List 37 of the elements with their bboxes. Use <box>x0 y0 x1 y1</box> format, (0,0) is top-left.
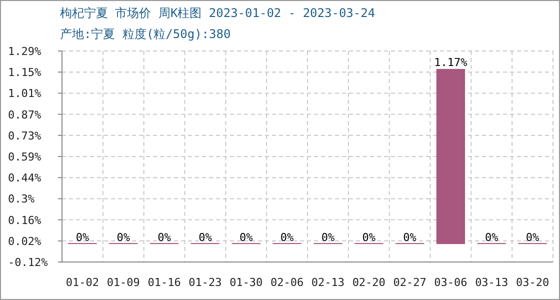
chart-subtitle: 产地:宁夏 粒度(粒/50g):380 <box>60 27 231 41</box>
x-tick-label: 02-06 <box>270 276 304 289</box>
data-label: 0% <box>116 231 130 244</box>
data-label: 0% <box>76 231 90 244</box>
y-tick-label: 1.29% <box>8 45 42 58</box>
x-tick-label: 03-20 <box>516 276 550 289</box>
x-tick-label: 01-09 <box>106 276 140 289</box>
y-tick-label: 0.59% <box>8 150 42 164</box>
chart-title: 枸杞宁夏 市场价 周K柱图 2023-01-02 - 2023-03-24 <box>60 6 376 20</box>
y-tick-label: 1.01% <box>8 87 42 100</box>
x-tick-label: 01-02 <box>66 276 100 289</box>
x-tick-label: 02-13 <box>311 276 345 289</box>
data-label: 1.17% <box>434 56 468 69</box>
y-tick-label: 0.87% <box>8 108 42 122</box>
y-tick-label: 0.3% <box>8 192 35 206</box>
x-tick-label: 02-27 <box>393 276 426 289</box>
x-tick-label: 03-06 <box>434 276 468 289</box>
y-tick-label: 0.44% <box>8 172 42 185</box>
data-label: 0% <box>240 231 254 244</box>
data-label: 0% <box>526 231 540 244</box>
data-label: 0% <box>362 231 376 244</box>
data-label: 0% <box>403 231 417 244</box>
x-tick-label: 01-30 <box>230 276 263 289</box>
x-tick-label: 01-16 <box>148 276 181 289</box>
y-tick-label: 0.16% <box>8 214 42 227</box>
data-label: 0% <box>321 231 335 244</box>
x-tick-label: 03-13 <box>475 276 508 289</box>
data-label: 0% <box>280 231 294 244</box>
data-label: 0% <box>158 231 172 244</box>
y-tick-label: 1.15% <box>8 66 42 80</box>
x-tick-label: 01-23 <box>188 276 222 289</box>
data-label: 0% <box>485 231 499 244</box>
y-tick-label: 0.02% <box>8 234 42 248</box>
x-tick-label: 02-20 <box>352 276 386 289</box>
data-label: 0% <box>198 231 212 244</box>
y-tick-label: -0.12% <box>8 256 48 269</box>
y-tick-label: 0.73% <box>8 129 42 142</box>
